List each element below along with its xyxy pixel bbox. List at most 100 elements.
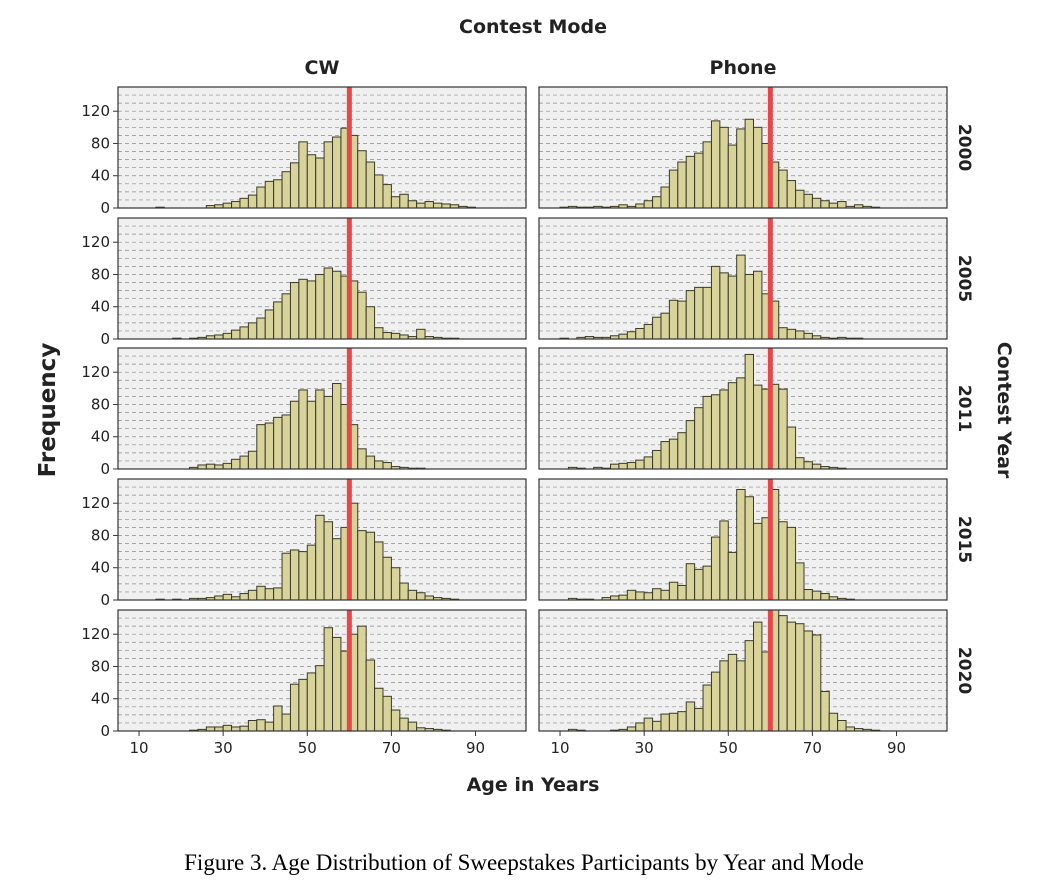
- histogram-bar: [197, 464, 207, 470]
- histogram-bar: [390, 332, 401, 340]
- histogram-bar: [214, 595, 224, 601]
- histogram-bar: [744, 640, 755, 732]
- histogram-bar: [424, 595, 434, 601]
- histogram-bar: [719, 520, 729, 601]
- histogram-bar: [618, 333, 628, 340]
- histogram-bar: [416, 328, 426, 340]
- histogram-bar: [736, 660, 746, 732]
- y-tick-label: 120: [81, 363, 110, 381]
- histogram-bar: [256, 317, 266, 340]
- histogram-bar: [710, 120, 721, 209]
- histogram-bar: [298, 551, 308, 601]
- histogram-bar: [820, 690, 830, 732]
- histogram-bar: [315, 514, 325, 601]
- x-tick-label: 50: [298, 739, 317, 757]
- histogram-bar: [795, 562, 805, 601]
- column-label: CW: [305, 57, 340, 79]
- histogram-bar: [702, 141, 712, 209]
- histogram-bar: [694, 152, 704, 209]
- histogram-bar: [382, 462, 392, 470]
- histogram-bar: [845, 726, 855, 732]
- row-title: Contest Year: [993, 342, 1015, 479]
- histogram-bar: [702, 565, 712, 601]
- histogram-bar: [811, 634, 822, 732]
- histogram-bar: [795, 623, 805, 732]
- histogram-bar: [677, 300, 687, 340]
- panel-border: [117, 347, 527, 470]
- histogram-bar: [626, 589, 637, 601]
- histogram-bar: [618, 462, 628, 470]
- panel-border: [117, 217, 527, 340]
- histogram-bar: [281, 713, 291, 732]
- histogram-bar: [289, 162, 300, 209]
- histogram-bar: [407, 589, 418, 601]
- y-tick-label: 40: [91, 690, 110, 708]
- histogram-bar: [710, 671, 721, 732]
- histogram-bar: [357, 530, 367, 601]
- histogram-bar: [289, 683, 300, 732]
- histogram-bar: [214, 334, 224, 340]
- histogram-bar: [820, 200, 830, 209]
- histogram-bar: [795, 330, 805, 340]
- histogram-bar: [710, 536, 721, 601]
- histogram-bar: [315, 157, 325, 209]
- histogram-bar: [719, 126, 729, 209]
- histogram-bar: [332, 136, 342, 209]
- histogram-bar: [652, 316, 662, 340]
- histogram-bar: [306, 544, 317, 601]
- histogram-bar: [685, 563, 696, 601]
- histogram-bar: [247, 720, 258, 732]
- histogram-bar: [382, 556, 392, 601]
- histogram-bar: [803, 461, 813, 470]
- histogram-bar: [264, 721, 275, 732]
- y-tick-label: 40: [91, 559, 110, 577]
- histogram-bar: [828, 712, 839, 732]
- histogram-bar: [652, 588, 662, 601]
- histogram-bar: [365, 161, 376, 209]
- histogram-bar: [694, 286, 704, 340]
- x-tick-label: 10: [129, 739, 148, 757]
- histogram-bar: [694, 407, 704, 470]
- histogram-bar: [315, 665, 325, 732]
- histogram-bar: [811, 590, 822, 601]
- histogram-bar: [399, 717, 409, 732]
- histogram-bar: [247, 589, 258, 601]
- y-tick-label: 40: [91, 167, 110, 185]
- histogram-bar: [332, 636, 342, 732]
- histogram-bar: [778, 521, 788, 601]
- histogram-bar: [298, 278, 308, 340]
- x-tick-label: 30: [214, 739, 233, 757]
- y-tick-label: 120: [81, 102, 110, 120]
- histogram-bar: [323, 521, 334, 601]
- histogram-bar: [306, 280, 317, 340]
- histogram-bar: [635, 459, 645, 470]
- histogram-bar: [668, 438, 679, 470]
- histogram-bar: [635, 203, 645, 209]
- histogram-bar: [205, 463, 216, 470]
- histogram-bar: [685, 290, 696, 340]
- histogram-bar: [239, 725, 249, 732]
- histogram-bar: [753, 270, 763, 340]
- histogram-bar: [239, 197, 249, 209]
- histogram-bar: [281, 414, 291, 470]
- histogram-bar: [753, 522, 763, 601]
- histogram-bar: [264, 309, 275, 340]
- histogram-bar: [694, 568, 704, 601]
- figure-caption: Figure 3. Age Distribution of Sweepstake…: [184, 850, 864, 875]
- histogram-bar: [786, 426, 797, 470]
- row-label: 2020: [954, 647, 974, 694]
- x-tick-label: 90: [887, 739, 906, 757]
- histogram-bar: [424, 201, 434, 209]
- histogram-bar: [626, 726, 637, 732]
- histogram-bar: [323, 267, 334, 340]
- row-label: 2011: [954, 385, 974, 432]
- histogram-bar: [256, 186, 266, 209]
- histogram-bar: [744, 118, 755, 209]
- histogram-bar: [306, 154, 317, 209]
- histogram-bar: [643, 456, 654, 470]
- histogram-bar: [298, 141, 308, 209]
- histogram-bar: [273, 301, 283, 340]
- histogram-bar: [432, 202, 443, 209]
- y-tick-label: 80: [91, 657, 110, 675]
- histogram-bar: [727, 382, 738, 470]
